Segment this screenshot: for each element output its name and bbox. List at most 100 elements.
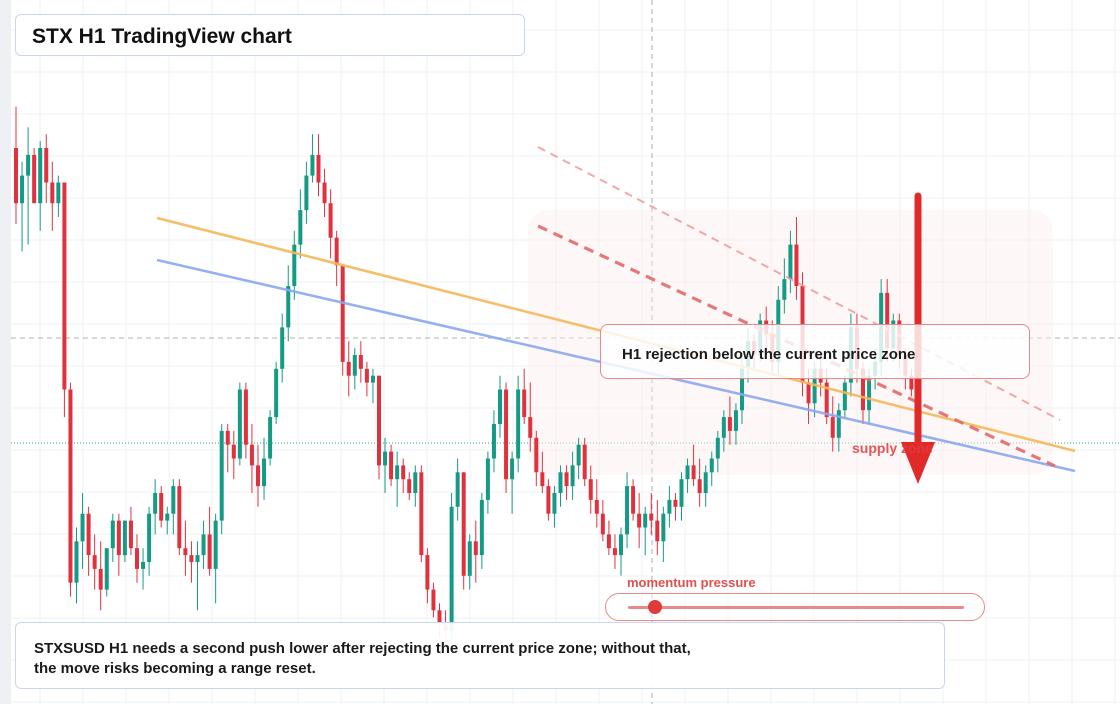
- candle-body: [631, 486, 636, 514]
- candle: [479, 493, 484, 569]
- candle-body: [491, 424, 496, 459]
- candle: [14, 106, 18, 224]
- candle-body: [256, 465, 260, 487]
- candle: [612, 534, 617, 569]
- candle: [183, 520, 188, 576]
- candle: [62, 182, 67, 418]
- candle-body: [68, 389, 73, 583]
- candle: [286, 265, 291, 342]
- momentum-label: momentum pressure: [627, 575, 756, 590]
- candle-body: [685, 465, 690, 480]
- candle-body: [655, 520, 660, 542]
- candle-body: [564, 472, 569, 487]
- candle: [38, 141, 43, 231]
- candle: [649, 493, 654, 535]
- candle: [625, 472, 630, 549]
- candle: [830, 396, 835, 452]
- candle: [703, 465, 708, 507]
- candle-body: [588, 479, 593, 500]
- candle-body: [709, 458, 714, 473]
- candle-body: [534, 437, 539, 473]
- candle: [679, 472, 684, 521]
- candle-body: [546, 486, 551, 514]
- candle-body: [141, 562, 146, 569]
- candle: [661, 506, 666, 562]
- candle: [225, 424, 230, 473]
- candle-body: [715, 437, 720, 459]
- candle: [280, 313, 285, 383]
- candle-body: [498, 389, 502, 424]
- candle: [370, 368, 375, 404]
- candle: [135, 534, 139, 583]
- candle: [201, 520, 206, 569]
- candle-body: [80, 513, 85, 542]
- candle-body: [510, 458, 515, 480]
- candle-body: [304, 175, 309, 211]
- candle: [262, 437, 267, 500]
- candle-body: [268, 417, 273, 459]
- candle: [419, 465, 424, 562]
- candle-body: [413, 472, 418, 493]
- candle: [540, 451, 545, 493]
- momentum-bar: [628, 606, 964, 609]
- candle-body: [861, 368, 865, 411]
- candle-body: [425, 555, 430, 590]
- candle-body: [824, 382, 829, 418]
- candle: [116, 513, 121, 576]
- candle-body: [703, 472, 708, 493]
- callout-text: H1 rejection below the current price zon…: [622, 346, 916, 363]
- candle-body: [286, 286, 291, 328]
- candle: [498, 375, 502, 438]
- candle: [50, 161, 55, 231]
- candle-body: [516, 389, 521, 459]
- candle-body: [437, 610, 442, 625]
- candle: [522, 368, 527, 424]
- candle-body: [407, 479, 412, 493]
- candle-body: [237, 389, 242, 459]
- supply-zone-label: supply zone: [852, 440, 933, 456]
- candle-body: [836, 410, 841, 438]
- candle: [310, 134, 315, 183]
- candle: [383, 437, 388, 493]
- candle-body: [316, 154, 321, 183]
- candle: [782, 258, 787, 314]
- candle-body: [364, 368, 369, 383]
- candle: [431, 582, 436, 618]
- candle-body: [679, 479, 684, 507]
- candle: [364, 361, 369, 397]
- rejection-callout: H1 rejection below the current price zon…: [600, 324, 1030, 379]
- candle: [727, 396, 732, 445]
- candle-body: [183, 548, 188, 556]
- candle-body: [733, 410, 738, 431]
- candle: [26, 127, 31, 245]
- candle-body: [570, 465, 575, 487]
- candle-body: [56, 182, 61, 204]
- candle-body: [558, 472, 563, 493]
- candle-body: [649, 513, 654, 521]
- candle-body: [298, 210, 303, 245]
- candle: [401, 458, 406, 493]
- caption-line-1: STXSUSD H1 needs a second push lower aft…: [34, 640, 691, 657]
- candle: [407, 472, 412, 500]
- candle: [141, 548, 146, 590]
- candle: [842, 375, 847, 418]
- candle-body: [788, 244, 793, 280]
- candle: [425, 548, 430, 604]
- candle-body: [128, 520, 133, 549]
- candle-body: [32, 154, 37, 204]
- candle-body: [322, 182, 327, 204]
- candle-body: [280, 327, 285, 369]
- candle: [570, 451, 575, 500]
- candle: [256, 444, 260, 507]
- candle: [673, 493, 678, 521]
- chart-title: STX H1 TradingView chart: [32, 25, 292, 48]
- candle-body: [44, 148, 49, 183]
- candle-body: [213, 520, 218, 569]
- candle: [534, 430, 539, 487]
- candle: [334, 230, 339, 286]
- candle-body: [14, 148, 18, 204]
- candle-body: [38, 148, 43, 204]
- candle-body: [328, 203, 333, 238]
- candle: [485, 451, 490, 514]
